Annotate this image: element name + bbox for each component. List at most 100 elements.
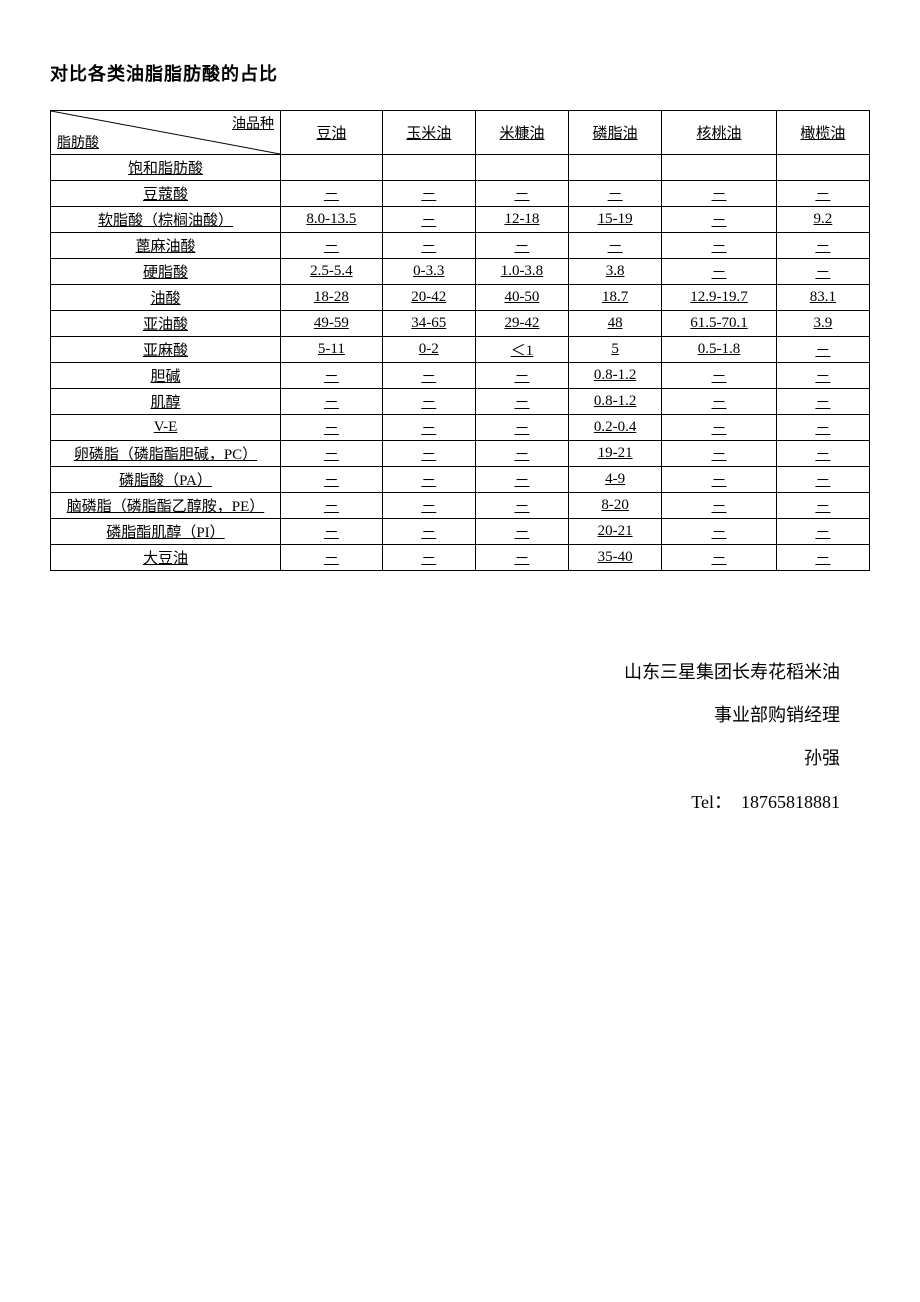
cell: 34-65 xyxy=(382,311,475,337)
table-row: 卵磷脂（磷脂酯胆碱，PC）－－－19-21－－ xyxy=(51,441,870,467)
cell: － xyxy=(475,467,568,493)
cell: － xyxy=(382,467,475,493)
cell: － xyxy=(281,181,383,207)
cell xyxy=(281,155,383,181)
cell: 0.5-1.8 xyxy=(662,337,777,363)
cell: － xyxy=(776,415,869,441)
header-row: 油品种 脂肪酸 豆油 玉米油 米糠油 磷脂油 核桃油 橄榄油 xyxy=(51,111,870,155)
cell: － xyxy=(662,181,777,207)
cell: － xyxy=(475,233,568,259)
cell xyxy=(776,155,869,181)
cell: － xyxy=(281,493,383,519)
col-header: 核桃油 xyxy=(662,111,777,155)
cell: － xyxy=(281,233,383,259)
cell: － xyxy=(475,389,568,415)
row-label: 卵磷脂（磷脂酯胆碱，PC） xyxy=(51,441,281,467)
cell: 19-21 xyxy=(569,441,662,467)
cell: 29-42 xyxy=(475,311,568,337)
cell: － xyxy=(382,441,475,467)
cell: 20-42 xyxy=(382,285,475,311)
cell: 0.2-0.4 xyxy=(569,415,662,441)
cell xyxy=(382,155,475,181)
cell: － xyxy=(475,493,568,519)
cell: 20-21 xyxy=(569,519,662,545)
cell: 9.2 xyxy=(776,207,869,233)
cell: 49-59 xyxy=(281,311,383,337)
cell: － xyxy=(776,441,869,467)
cell: － xyxy=(382,415,475,441)
row-label: 豆蔻酸 xyxy=(51,181,281,207)
row-label: 亚麻酸 xyxy=(51,337,281,363)
page-title: 对比各类油脂脂肪酸的占比 xyxy=(50,60,870,86)
cell: － xyxy=(382,545,475,571)
cell: － xyxy=(662,545,777,571)
cell xyxy=(662,155,777,181)
signature-tel: Tel： 18765818881 xyxy=(50,781,840,824)
cell: － xyxy=(662,493,777,519)
cell: 5 xyxy=(569,337,662,363)
col-header: 豆油 xyxy=(281,111,383,155)
cell: － xyxy=(662,233,777,259)
cell: － xyxy=(776,233,869,259)
table-row: 油酸18-2820-4240-5018.712.9-19.783.1 xyxy=(51,285,870,311)
cell: 40-50 xyxy=(475,285,568,311)
tel-label: Tel： xyxy=(691,792,732,812)
table-row: 亚油酸49-5934-6529-424861.5-70.13.9 xyxy=(51,311,870,337)
cell: － xyxy=(281,467,383,493)
cell: － xyxy=(382,181,475,207)
cell: 0-3.3 xyxy=(382,259,475,285)
cell: － xyxy=(382,207,475,233)
table-row: V-E－－－0.2-0.4－－ xyxy=(51,415,870,441)
table-row: 脑磷脂（磷脂酯乙醇胺，PE）－－－8-20－－ xyxy=(51,493,870,519)
cell xyxy=(475,155,568,181)
cell: － xyxy=(662,207,777,233)
cell: 1.0-3.8 xyxy=(475,259,568,285)
cell: 3.9 xyxy=(776,311,869,337)
cell: － xyxy=(475,415,568,441)
cell: 0-2 xyxy=(382,337,475,363)
cell: － xyxy=(281,415,383,441)
cell: － xyxy=(382,233,475,259)
cell: 18.7 xyxy=(569,285,662,311)
cell: 83.1 xyxy=(776,285,869,311)
cell: － xyxy=(776,181,869,207)
cell: － xyxy=(662,259,777,285)
cell: － xyxy=(569,233,662,259)
cell: － xyxy=(281,519,383,545)
table-row: 磷脂酸（PA）－－－4-9－－ xyxy=(51,467,870,493)
signature-company: 山东三星集团长寿花稻米油 xyxy=(50,651,840,694)
cell: － xyxy=(776,545,869,571)
cell: － xyxy=(382,493,475,519)
cell: － xyxy=(382,519,475,545)
cell: － xyxy=(662,441,777,467)
cell: － xyxy=(776,519,869,545)
cell: － xyxy=(382,363,475,389)
table-row: 饱和脂肪酸 xyxy=(51,155,870,181)
cell: 12-18 xyxy=(475,207,568,233)
cell: － xyxy=(475,181,568,207)
table-row: 蓖麻油酸－－－－－－ xyxy=(51,233,870,259)
row-label: 软脂酸（棕榈油酸） xyxy=(51,207,281,233)
row-label: 磷脂酸（PA） xyxy=(51,467,281,493)
cell: － xyxy=(281,545,383,571)
cell: 61.5-70.1 xyxy=(662,311,777,337)
table-row: 大豆油－－－35-40－－ xyxy=(51,545,870,571)
corner-bottom-label: 脂肪酸 xyxy=(57,132,99,152)
cell: 8.0-13.5 xyxy=(281,207,383,233)
row-label: 大豆油 xyxy=(51,545,281,571)
cell: － xyxy=(776,363,869,389)
cell: 2.5-5.4 xyxy=(281,259,383,285)
cell: 18-28 xyxy=(281,285,383,311)
corner-cell: 油品种 脂肪酸 xyxy=(51,111,281,155)
cell: 12.9-19.7 xyxy=(662,285,777,311)
row-label: 脑磷脂（磷脂酯乙醇胺，PE） xyxy=(51,493,281,519)
table-row: 胆碱－－－0.8-1.2－－ xyxy=(51,363,870,389)
cell: － xyxy=(281,389,383,415)
table-row: 硬脂酸2.5-5.40-3.31.0-3.83.8－－ xyxy=(51,259,870,285)
cell: 3.8 xyxy=(569,259,662,285)
col-header: 橄榄油 xyxy=(776,111,869,155)
corner-top-label: 油品种 xyxy=(232,113,274,133)
signature-dept: 事业部购销经理 xyxy=(50,694,840,737)
col-header: 磷脂油 xyxy=(569,111,662,155)
cell: － xyxy=(662,389,777,415)
